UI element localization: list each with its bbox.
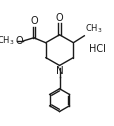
Text: O: O bbox=[55, 13, 63, 23]
Text: O: O bbox=[16, 36, 23, 46]
Text: CH$_3$: CH$_3$ bbox=[85, 23, 102, 35]
Text: N: N bbox=[55, 66, 63, 76]
Text: HCl: HCl bbox=[88, 44, 105, 54]
Text: CH$_3$: CH$_3$ bbox=[0, 35, 15, 47]
Text: O: O bbox=[30, 16, 37, 26]
